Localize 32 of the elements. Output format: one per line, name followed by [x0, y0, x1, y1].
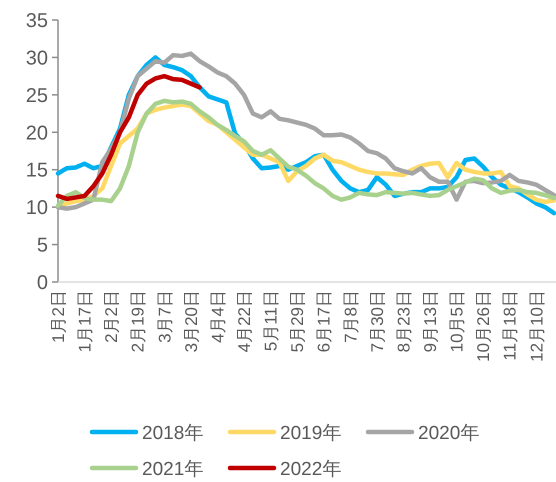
x-tick-label: 2月19日 [128, 290, 148, 352]
y-tick-label: 35 [26, 10, 48, 32]
y-tick-label: 0 [36, 272, 48, 294]
x-tick-label: 2月2日 [102, 290, 122, 343]
x-tick-label: 6月17日 [314, 290, 334, 352]
x-tick-label: 3月7日 [155, 290, 174, 343]
y-tick-label: 5 [36, 234, 48, 257]
y-tick-label: 15 [26, 160, 48, 182]
x-tick-label: 9月13日 [421, 290, 440, 352]
y-tick-label: 25 [26, 84, 48, 107]
x-tick-label: 4月4日 [208, 290, 228, 343]
y-tick-label: 30 [26, 47, 48, 70]
legend-label: 2018年 [142, 423, 204, 444]
legend-label: 2019年 [280, 423, 342, 444]
x-tick-label: 12月10日 [527, 290, 546, 362]
legend-label: 2021年 [142, 459, 204, 480]
legend-label: 2020年 [418, 423, 480, 444]
x-tick-label: 10月5日 [448, 290, 467, 352]
x-tick-label: 11月18日 [500, 290, 520, 361]
x-tick-label: 10月26日 [474, 290, 494, 362]
x-tick-label: 5月29日 [288, 290, 308, 352]
x-tick-label: 8月23日 [394, 290, 414, 352]
x-tick-label: 3月20日 [182, 290, 201, 352]
x-tick-label: 7月8日 [341, 290, 360, 343]
x-tick-label: 4月22日 [235, 290, 254, 352]
legend-label: 2022年 [280, 459, 342, 480]
x-tick-label: 7月30日 [368, 290, 387, 352]
y-tick-label: 20 [26, 122, 48, 144]
x-tick-label: 1月2日 [49, 290, 68, 343]
x-tick-label: 1月17日 [76, 290, 95, 352]
x-tick-label: 5月11日 [262, 290, 281, 352]
y-tick-label: 10 [26, 197, 48, 220]
